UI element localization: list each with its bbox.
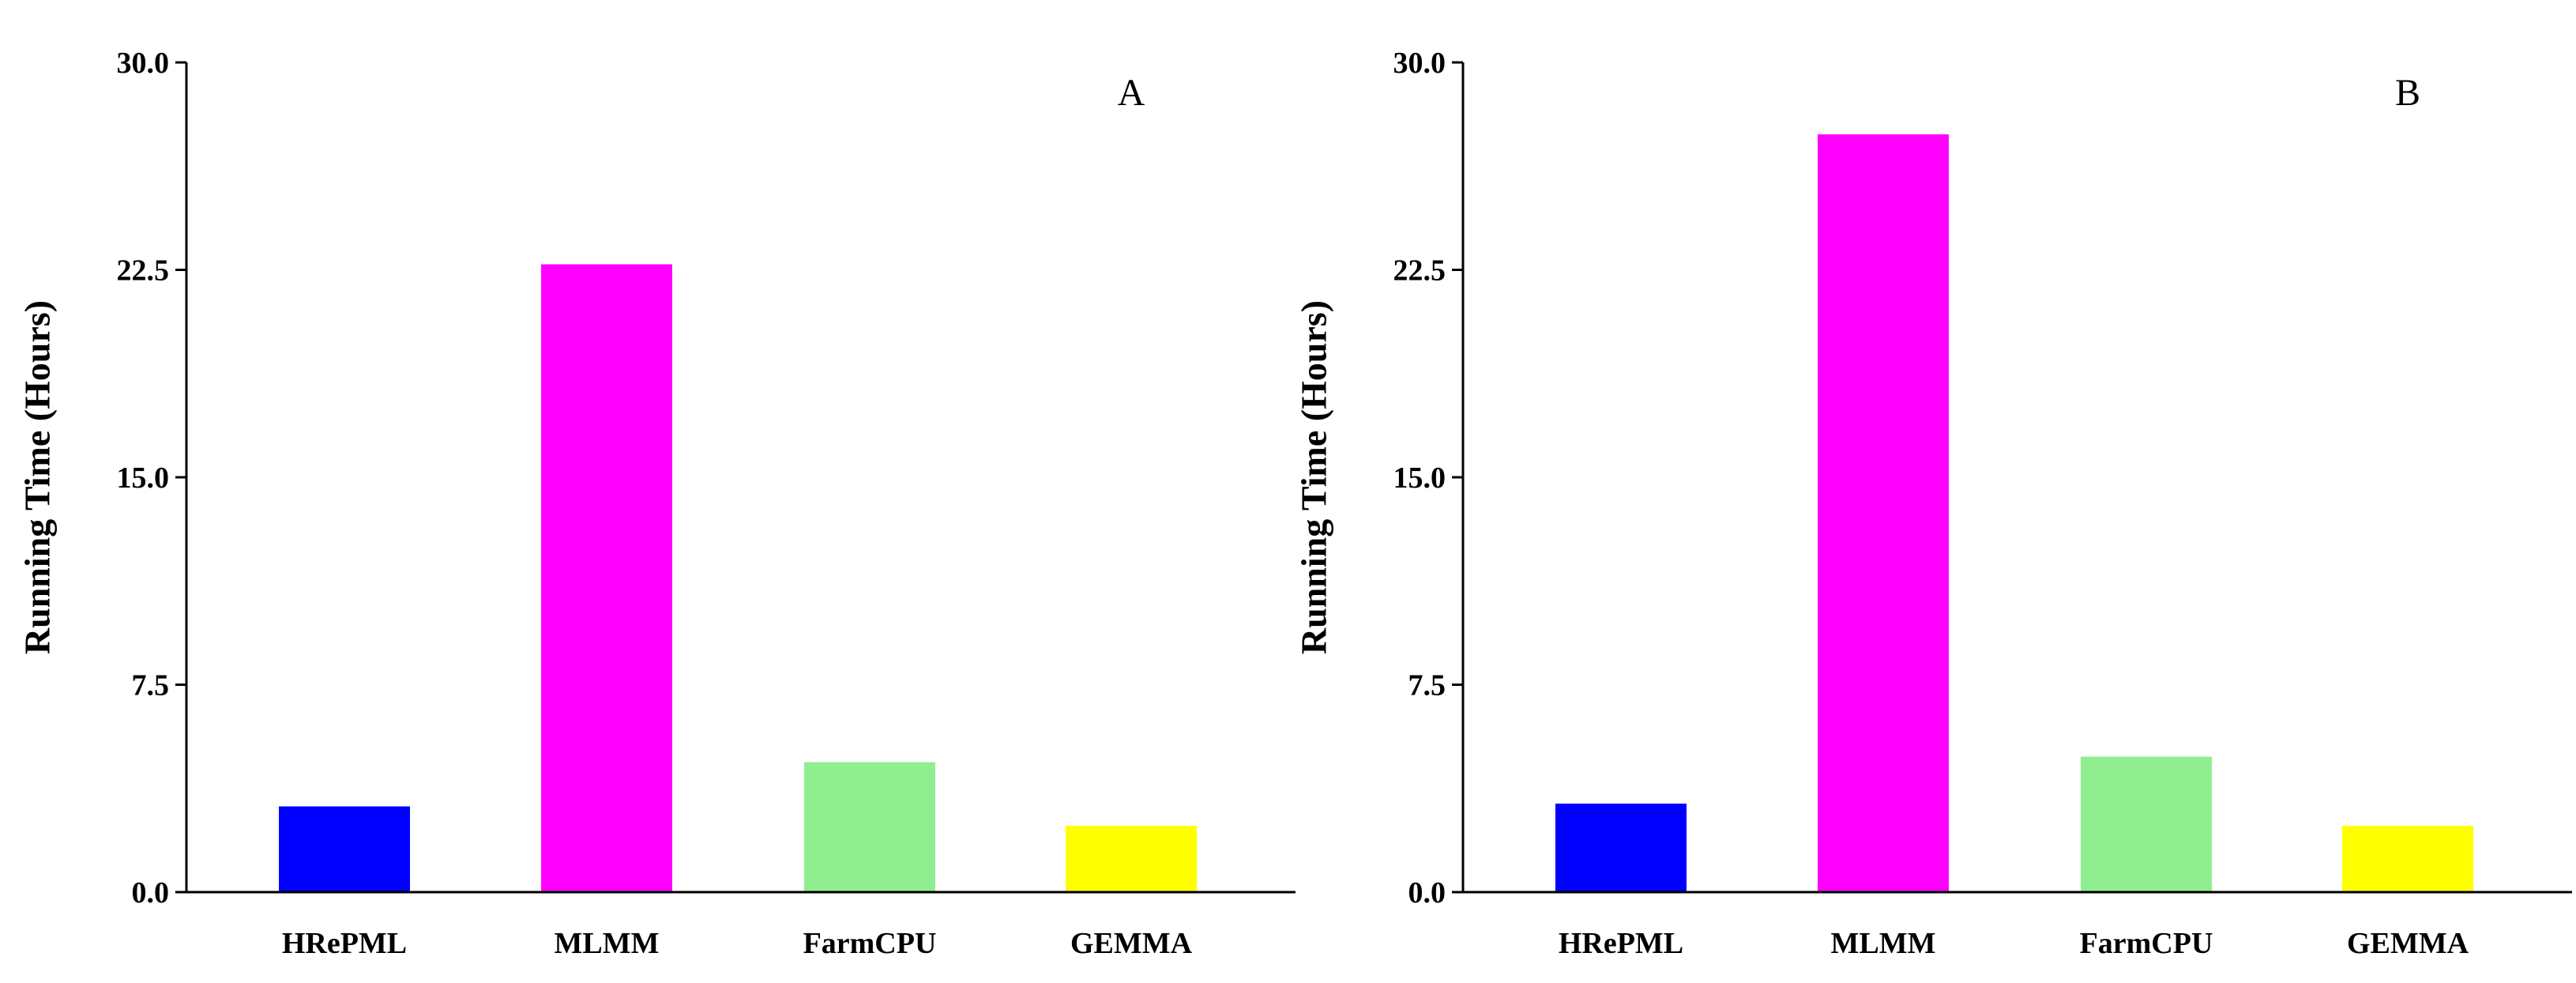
x-tick-label-gemma: GEMMA bbox=[1070, 927, 1193, 960]
y-tick-label: 7.5 bbox=[132, 669, 170, 702]
bar-farmcpu bbox=[804, 762, 935, 892]
x-tick-label-hrepml: HRePML bbox=[282, 927, 407, 960]
bar-gemma bbox=[1066, 826, 1197, 892]
x-tick-label-mlmm: MLMM bbox=[1831, 927, 1936, 960]
y-tick-label: 30.0 bbox=[117, 47, 170, 80]
x-tick-label-gemma: GEMMA bbox=[2347, 927, 2469, 960]
chart-panel-b: 0.0 7.5 15.0 22.5 30.0 HRePML MLMM FarmCPU GEMMA… bbox=[1294, 47, 2572, 960]
bar-mlmm bbox=[1818, 134, 1949, 892]
y-axis-title: Running Time (Hours) bbox=[1294, 300, 1334, 654]
bar-hrepml bbox=[279, 806, 410, 892]
panel-label: A bbox=[1118, 72, 1145, 114]
x-tick-label-farmcpu: FarmCPU bbox=[2080, 927, 2213, 960]
y-tick-label: 7.5 bbox=[1408, 669, 1446, 702]
chart-panel-a: 0.0 7.5 15.0 22.5 30.0 HRePML MLMM FarmCPU GEMMA… bbox=[17, 47, 1296, 960]
x-tick-label-mlmm: MLMM bbox=[555, 927, 660, 960]
y-tick-label: 15.0 bbox=[1393, 461, 1446, 495]
x-tick-label-farmcpu: FarmCPU bbox=[803, 927, 937, 960]
panel-label: B bbox=[2395, 72, 2420, 114]
bar-mlmm bbox=[541, 264, 672, 892]
bar-gemma bbox=[2342, 826, 2473, 892]
y-tick-label: 22.5 bbox=[117, 254, 170, 288]
y-tick-label: 30.0 bbox=[1393, 47, 1446, 80]
y-axis-title: Running Time (Hours) bbox=[17, 300, 58, 654]
x-tick-label-hrepml: HRePML bbox=[1559, 927, 1683, 960]
y-tick-label: 0.0 bbox=[1408, 876, 1446, 910]
y-tick-label: 0.0 bbox=[132, 876, 170, 910]
y-tick-label: 15.0 bbox=[117, 461, 170, 495]
y-tick-label: 22.5 bbox=[1393, 254, 1446, 288]
bar-farmcpu bbox=[2081, 756, 2212, 892]
bar-hrepml bbox=[1555, 804, 1687, 892]
